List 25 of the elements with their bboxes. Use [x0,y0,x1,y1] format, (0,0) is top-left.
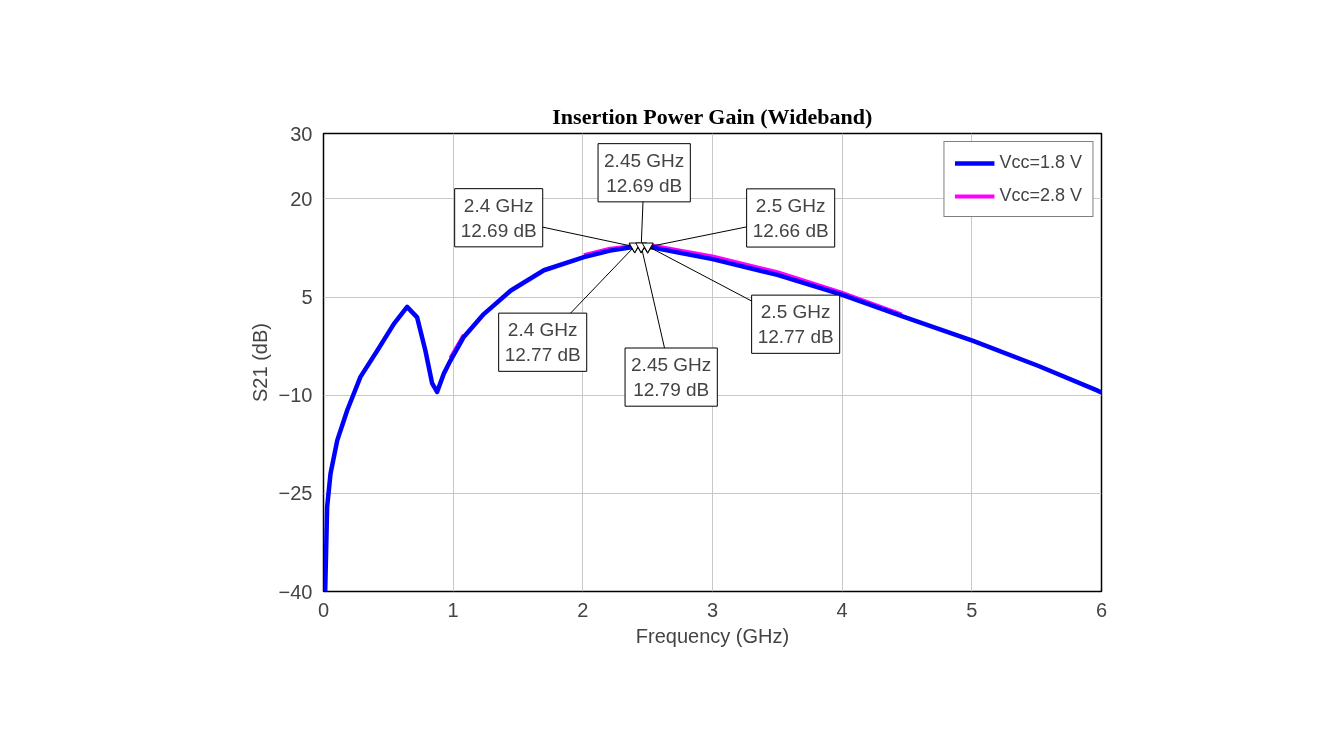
annotation: 2.4 GHz 12.77 dB [504,319,581,366]
annotation: 2.45 GHz 12.69 dB [604,149,685,196]
x-tick-label: 4 [836,598,848,621]
legend-label: Vcc=1.8 V [999,152,1082,173]
y-tick-label: −40 [278,580,313,603]
x-tick-label: 2 [577,598,589,621]
x-tick-label: 1 [447,598,459,621]
annotation: 2.5 GHz 12.66 dB [752,194,829,242]
x-tick-label: 5 [966,598,978,621]
chart-title: Insertion Power Gain (Wideband) [552,103,873,129]
y-tick-label: 5 [301,286,313,309]
y-tick-label: 20 [290,187,313,210]
x-tick-label: 3 [706,598,719,621]
line-series [323,243,1102,592]
y-tick-label: 30 [290,122,313,145]
annotation: 2.5 GHz 12.77 dB [757,301,834,348]
x-tick-label: 6 [1095,598,1108,621]
y-tick-label: −10 [278,384,313,407]
legend-label: Vcc=2.8 V [999,185,1082,206]
y-axis-title: S21 (dB) [248,323,271,402]
annotation: 2.45 GHz 12.79 dB [631,354,712,401]
annotation: 2.4 GHz 12.69 dB [460,194,537,241]
x-tick-label: 0 [317,598,330,621]
x-axis-title: Frequency (GHz) [635,624,790,647]
y-tick-label: −25 [278,482,313,505]
